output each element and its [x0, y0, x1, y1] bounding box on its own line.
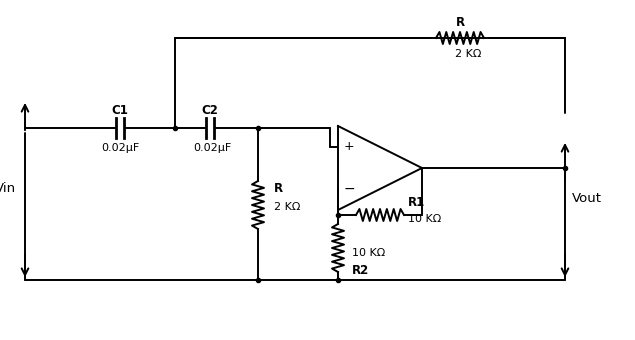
Text: C2: C2: [201, 103, 218, 117]
Text: R1: R1: [408, 197, 425, 209]
Text: R: R: [455, 16, 465, 29]
Text: R: R: [274, 183, 283, 196]
Text: R2: R2: [352, 264, 369, 276]
Text: −: −: [344, 182, 356, 196]
Text: 0.02μF: 0.02μF: [193, 143, 231, 153]
Text: 10 KΩ: 10 KΩ: [408, 214, 441, 224]
Text: C1: C1: [112, 103, 128, 117]
Text: +: +: [344, 140, 354, 153]
Text: 0.02μF: 0.02μF: [101, 143, 139, 153]
Text: 2 KΩ: 2 KΩ: [274, 202, 300, 212]
Text: Vout: Vout: [572, 191, 602, 204]
Text: Vin: Vin: [0, 182, 16, 194]
Text: 10 KΩ: 10 KΩ: [352, 248, 385, 258]
Text: 2 KΩ: 2 KΩ: [455, 49, 481, 59]
